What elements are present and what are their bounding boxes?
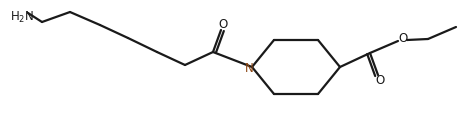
Text: O: O (219, 18, 228, 30)
Text: N: N (245, 61, 253, 75)
Text: O: O (375, 75, 385, 87)
Text: O: O (399, 33, 408, 45)
Text: H$_2$N: H$_2$N (10, 10, 34, 25)
